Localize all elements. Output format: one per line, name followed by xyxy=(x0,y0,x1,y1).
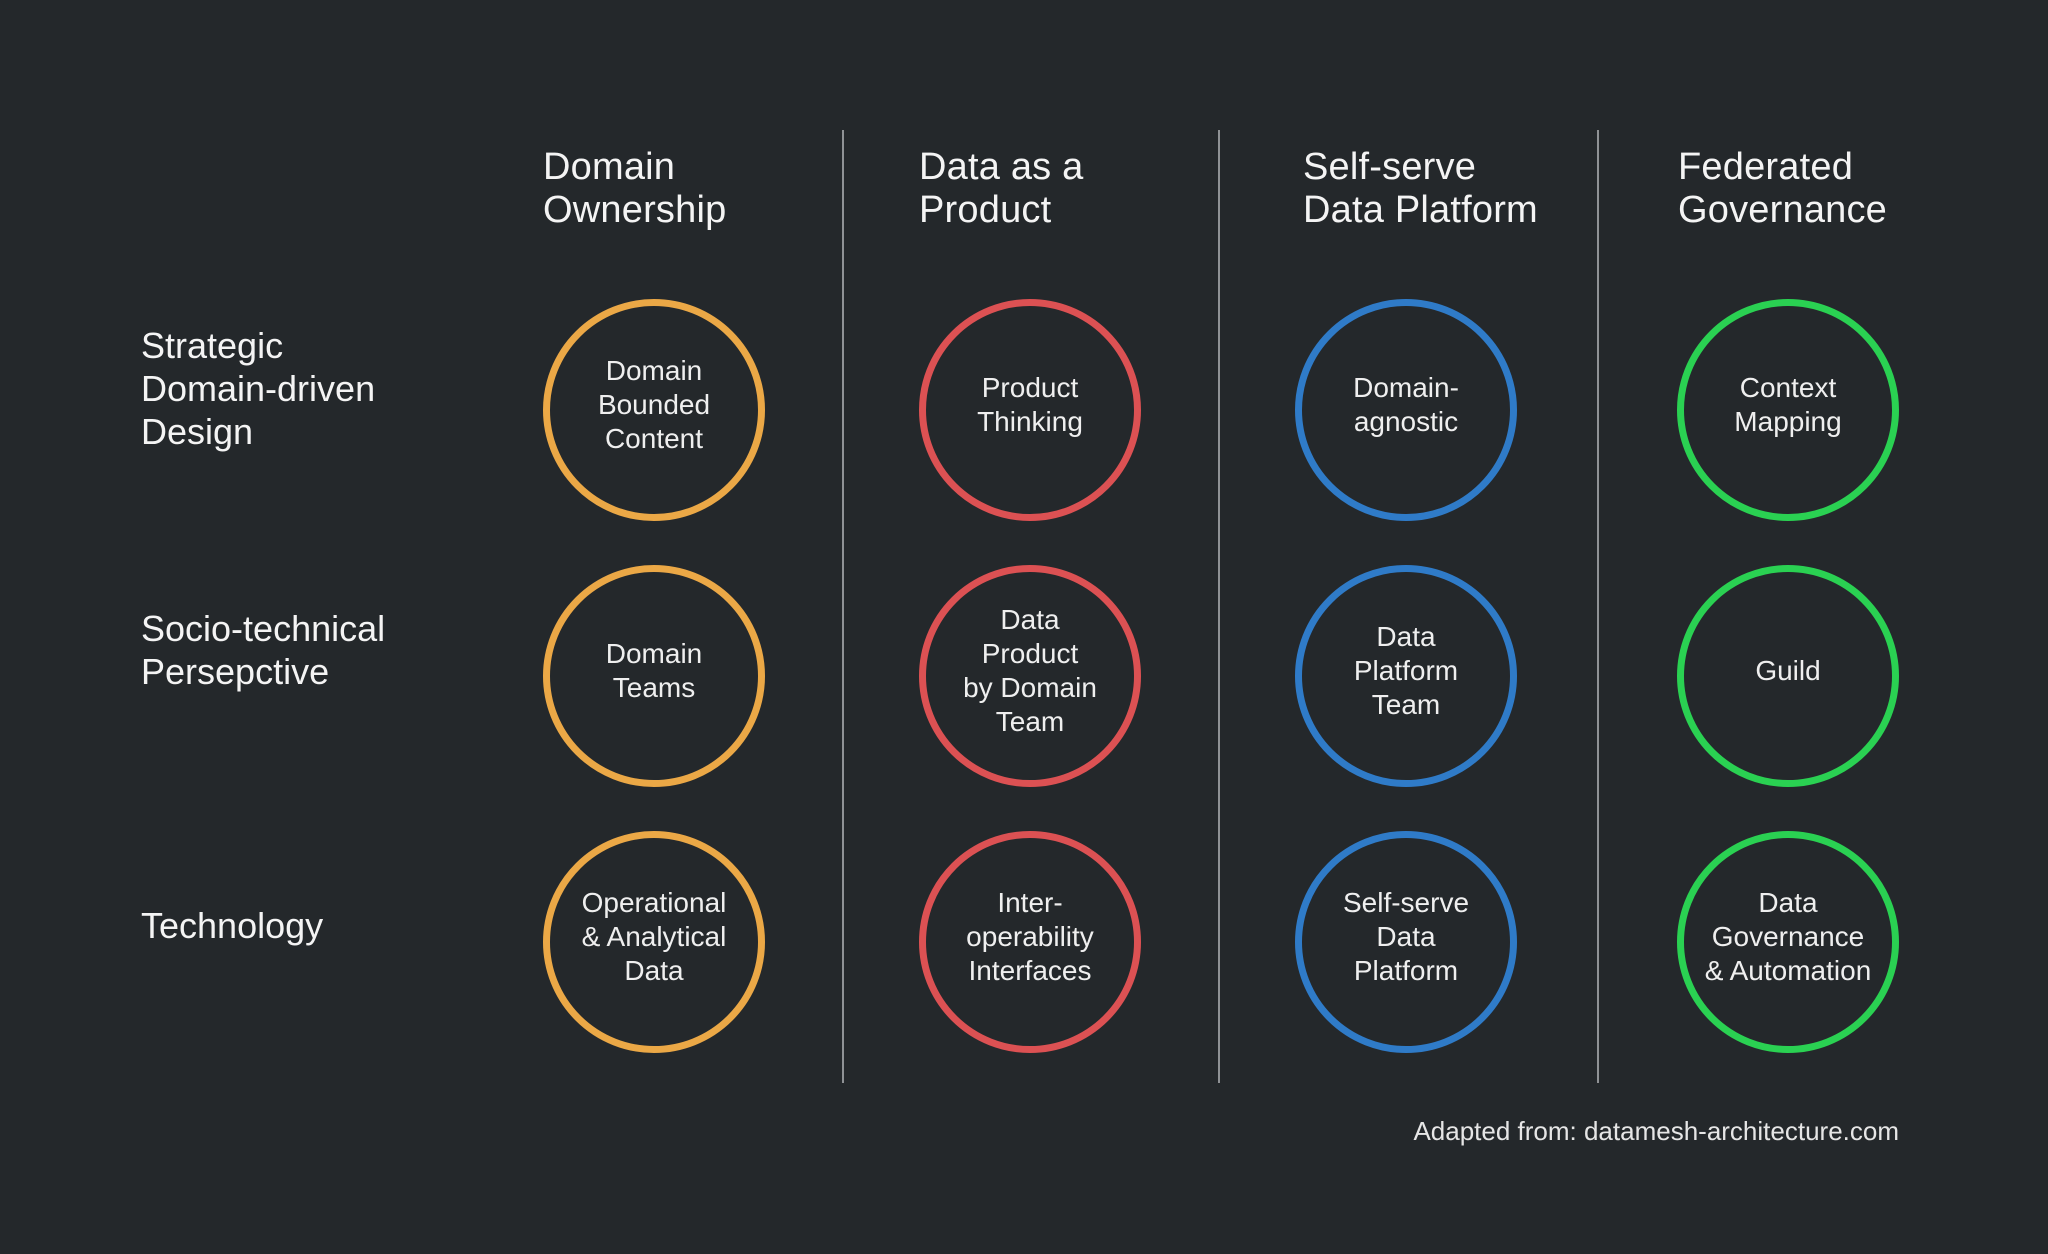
circle-label-line: Mapping xyxy=(1734,406,1842,437)
circle-domain-agnostic: Domain- agnostic xyxy=(1295,299,1517,521)
circle-label-line: Content xyxy=(604,423,704,454)
column-header-data-as-a-product: Data as a Product xyxy=(919,146,1083,232)
circle-self-serve-data-platform: Self-serve Data Platform xyxy=(1295,831,1517,1053)
circle-label-line: Context xyxy=(1739,372,1837,403)
column-header-line: Self-serve xyxy=(1303,146,1477,188)
column-divider xyxy=(842,130,844,1083)
circle-product-thinking: Product Thinking xyxy=(919,299,1141,521)
circle-label-line: operability xyxy=(966,921,1094,952)
column-header-line: Domain xyxy=(543,146,676,188)
circle-label-line: Bounded xyxy=(597,389,711,420)
circle-interoperability-interfaces: Inter- operability Interfaces xyxy=(919,831,1141,1053)
column-divider xyxy=(1218,130,1220,1083)
circle-label-line: Platform xyxy=(1353,655,1459,686)
column-header-line: Federated xyxy=(1678,146,1854,188)
circle-label-line: Data xyxy=(624,955,684,986)
column-header-line: Data as a xyxy=(919,146,1084,188)
circle-label-line: Domain xyxy=(605,355,703,386)
circle-label: Context Mapping xyxy=(1734,371,1841,439)
circle-label-line: agnostic xyxy=(1353,406,1459,437)
circle-label: Data Platform Team xyxy=(1354,620,1458,722)
column-header-line: Ownership xyxy=(543,189,727,231)
circle-label: Domain Teams xyxy=(606,637,702,705)
circle-label: Domain Bounded Content xyxy=(598,354,710,456)
attribution-text: Adapted from: datamesh-architecture.com xyxy=(1413,1116,1899,1146)
circle-label-line: Data xyxy=(1758,887,1818,918)
row-label-line: Persepctive xyxy=(141,651,330,692)
circle-domain-teams: Domain Teams xyxy=(543,565,765,787)
circle-context-mapping: Context Mapping xyxy=(1677,299,1899,521)
circle-label-line: Thinking xyxy=(977,406,1083,437)
row-label-line: Strategic xyxy=(141,325,284,366)
row-label-technology: Technology xyxy=(141,904,323,947)
circle-label-line: Inter- xyxy=(997,887,1063,918)
circle-label-line: Interfaces xyxy=(968,955,1092,986)
circle-label: Self-serve Data Platform xyxy=(1343,886,1469,988)
circle-label: Operational & Analytical Data xyxy=(582,886,727,988)
circle-label-line: Teams xyxy=(612,672,696,703)
row-label-line: Technology xyxy=(141,905,324,946)
row-label-strategic-ddd: Strategic Domain-driven Design xyxy=(141,324,375,453)
circle-label: Guild xyxy=(1755,654,1820,688)
circle-label-line: & Automation xyxy=(1704,955,1872,986)
circle-data-product-by-domain-team: Data Product by Domain Team xyxy=(919,565,1141,787)
row-label-line: Design xyxy=(141,411,254,452)
row-label-socio-technical: Socio-technical Persepctive xyxy=(141,607,385,693)
column-header-federated-governance: Federated Governance xyxy=(1678,146,1887,232)
circle-label-line: Domain xyxy=(605,638,703,669)
circle-label-line: Governance xyxy=(1711,921,1865,952)
circle-label-line: Guild xyxy=(1755,655,1821,686)
circle-label-line: Team xyxy=(1371,689,1441,720)
circle-label: Data Governance & Automation xyxy=(1705,886,1872,988)
circle-domain-bounded-content: Domain Bounded Content xyxy=(543,299,765,521)
column-divider xyxy=(1597,130,1599,1083)
circle-label-line: Self-serve xyxy=(1342,887,1470,918)
circle-data-governance-automation: Data Governance & Automation xyxy=(1677,831,1899,1053)
circle-guild: Guild xyxy=(1677,565,1899,787)
circle-label-line: by Domain xyxy=(963,672,1097,703)
circle-label: Product Thinking xyxy=(977,371,1083,439)
circle-label: Data Product by Domain Team xyxy=(963,603,1097,739)
column-header-line: Product xyxy=(919,189,1052,231)
column-header-line: Governance xyxy=(1678,189,1888,231)
circle-label: Inter- operability Interfaces xyxy=(966,886,1094,988)
circle-label-line: Domain- xyxy=(1353,372,1459,403)
row-label-line: Domain-driven xyxy=(141,368,376,409)
circle-label-line: Platform xyxy=(1353,955,1459,986)
circle-label-line: Data xyxy=(1000,604,1060,635)
circle-data-platform-team: Data Platform Team xyxy=(1295,565,1517,787)
circle-label-line: Product xyxy=(981,372,1079,403)
row-label-line: Socio-technical xyxy=(141,608,386,649)
circle-label-line: Operational xyxy=(581,887,727,918)
circle-label: Domain- agnostic xyxy=(1353,371,1459,439)
circle-operational-analytical-data: Operational & Analytical Data xyxy=(543,831,765,1053)
circle-label-line: Team xyxy=(995,706,1065,737)
column-header-self-serve-data-platform: Self-serve Data Platform xyxy=(1303,146,1538,232)
column-header-line: Data Platform xyxy=(1303,189,1538,231)
circle-label-line: Data xyxy=(1376,921,1436,952)
circle-label-line: & Analytical xyxy=(581,921,727,952)
circle-label-line: Data xyxy=(1376,621,1436,652)
circle-label-line: Product xyxy=(981,638,1079,669)
column-header-domain-ownership: Domain Ownership xyxy=(543,146,726,232)
